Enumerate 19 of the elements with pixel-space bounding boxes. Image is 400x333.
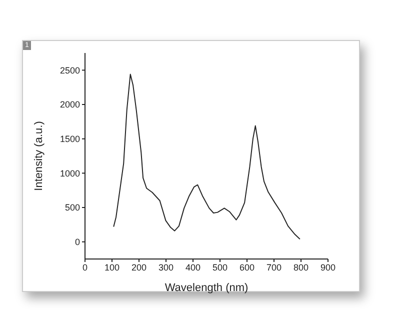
x-tick-label: 900 <box>320 262 336 272</box>
x-tick-label: 500 <box>212 262 228 272</box>
line-series <box>113 74 300 240</box>
y-tick-label: 2000 <box>60 100 80 110</box>
x-tick-label: 300 <box>158 262 174 272</box>
y-tick-label: 2500 <box>60 65 80 76</box>
x-tick-label: 600 <box>239 262 255 272</box>
x-tick-label: 800 <box>293 262 309 272</box>
y-tick-label: 1000 <box>60 168 80 178</box>
x-tick-label: 200 <box>131 262 147 272</box>
y-tick-label: 500 <box>64 202 80 213</box>
y-tick-label: 1500 <box>60 134 80 144</box>
x-axis-title: Wavelength (nm) <box>164 282 248 294</box>
x-tick-label: 700 <box>266 262 282 272</box>
x-tick-label: 0 <box>82 262 88 272</box>
x-tick-label: 400 <box>185 262 201 272</box>
y-axis-title: Intensity (a.u.) <box>32 121 45 191</box>
y-tick-label: 0 <box>74 237 80 248</box>
x-tick-label: 100 <box>104 262 120 272</box>
